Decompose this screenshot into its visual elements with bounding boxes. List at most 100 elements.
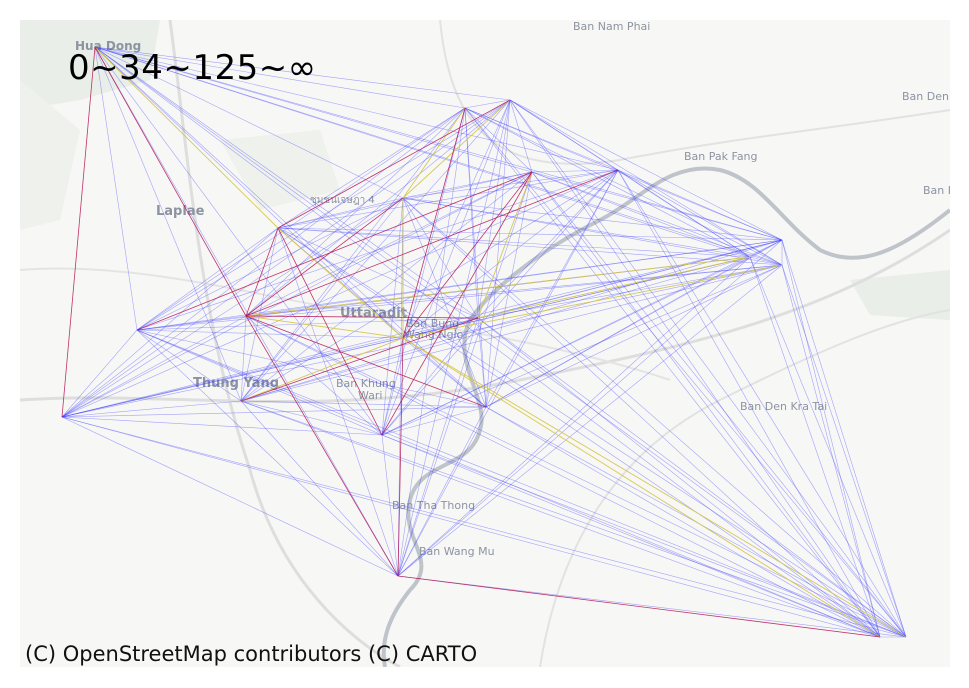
flow-line: [509, 99, 907, 638]
flow-line: [61, 264, 783, 418]
flow-line: [402, 169, 619, 339]
flow-line: [509, 99, 881, 638]
flow-line: [477, 169, 619, 319]
flow-line: [749, 256, 907, 638]
flow-line: [94, 46, 138, 331]
river: [381, 166, 950, 667]
flow-line: [464, 99, 511, 109]
flow-line: [277, 227, 479, 319]
flow-line: [381, 99, 511, 436]
flow-line: [402, 197, 881, 638]
flow-line: [136, 107, 466, 331]
flow-line: [617, 169, 783, 266]
place-label-ban-den: Ban Den: [902, 90, 949, 103]
place-label-hua-dong: Hua Dong: [75, 39, 141, 53]
flow-line: [136, 329, 487, 408]
flow-line: [617, 169, 783, 241]
flow-line: [381, 406, 487, 436]
map-canvas[interactable]: Hua Dong Ban Nam Phai Ban Den Ban Pak Fa…: [20, 20, 950, 667]
park-area: [850, 270, 950, 320]
flow-line: [402, 317, 479, 339]
place-label-thung-yang: Thung Yang: [193, 376, 279, 391]
flow-line: [402, 256, 751, 339]
flow-line: [240, 169, 619, 402]
flow-line: [381, 434, 881, 638]
flow-line: [477, 317, 907, 638]
flow-line: [402, 171, 533, 199]
flow-line: [464, 107, 751, 258]
flow-line: [94, 46, 751, 258]
flow-line: [477, 256, 751, 319]
flow-line: [531, 171, 751, 258]
road: [168, 20, 401, 667]
flow-line: [531, 171, 881, 638]
map-attribution: (C) OpenStreetMap contributors (C) CARTO: [25, 642, 478, 666]
flow-line: [485, 406, 881, 638]
basemap-layer: [20, 20, 950, 667]
flow-line: [94, 46, 399, 577]
flow-line: [477, 264, 783, 319]
flow-line: [397, 169, 619, 577]
flow-line: [477, 317, 881, 638]
flow-line: [61, 329, 138, 418]
road: [20, 267, 671, 381]
flow-line: [240, 317, 479, 402]
flow-line: [617, 169, 751, 258]
flow-line: [509, 99, 619, 171]
flow-line: [749, 256, 881, 638]
flow-line: [61, 400, 242, 418]
flow-line: [61, 239, 783, 418]
flow-line: [136, 329, 383, 436]
flow-line: [464, 107, 479, 319]
flow-line: [245, 256, 751, 317]
flow-line: [402, 337, 881, 638]
flow-line: [61, 107, 466, 418]
flow-line: [245, 315, 479, 319]
flow-line: [240, 256, 751, 402]
flow-line: [402, 171, 533, 339]
flow-line: [277, 99, 511, 229]
flow-line: [277, 227, 783, 241]
place-label-laplae: Laplae: [156, 204, 205, 219]
flow-line: [402, 239, 783, 339]
park-area: [20, 80, 80, 230]
flow-line: [381, 264, 783, 436]
flow-line: [464, 107, 487, 408]
flow-line: [402, 169, 619, 199]
flow-line: [617, 169, 907, 638]
flow-line: [617, 169, 881, 638]
flow-line: [381, 107, 466, 436]
flow-line: [61, 171, 533, 418]
flow-line: [277, 171, 533, 229]
flow-line: [94, 46, 907, 638]
flow-line: [402, 99, 511, 339]
flow-line: [240, 400, 881, 638]
flow-line: [61, 227, 279, 418]
flow-line: [402, 197, 783, 241]
flow-line: [381, 256, 751, 436]
flow-line: [94, 46, 783, 266]
place-label-wari: Wari: [358, 389, 383, 402]
flow-line: [402, 337, 907, 638]
flow-line: [277, 227, 404, 339]
flow-line: [245, 227, 279, 317]
flow-line: [245, 239, 783, 317]
flow-line: [381, 239, 783, 436]
flow-line: [240, 239, 783, 402]
flow-line: [61, 416, 907, 638]
flow-line: [245, 315, 881, 638]
flow-line: [781, 264, 881, 638]
flow-line: [277, 227, 399, 577]
flow-line: [240, 400, 487, 408]
flow-line: [397, 107, 466, 577]
flow-line: [277, 197, 404, 229]
flow-line: [402, 197, 487, 408]
flow-line: [464, 107, 783, 241]
flow-line: [94, 46, 466, 109]
flow-line: [277, 107, 466, 229]
flow-line: [397, 575, 907, 638]
flow-line: [509, 99, 783, 266]
flow-line: [402, 197, 751, 258]
flow-line: [397, 317, 479, 577]
flow-line: [240, 400, 399, 577]
